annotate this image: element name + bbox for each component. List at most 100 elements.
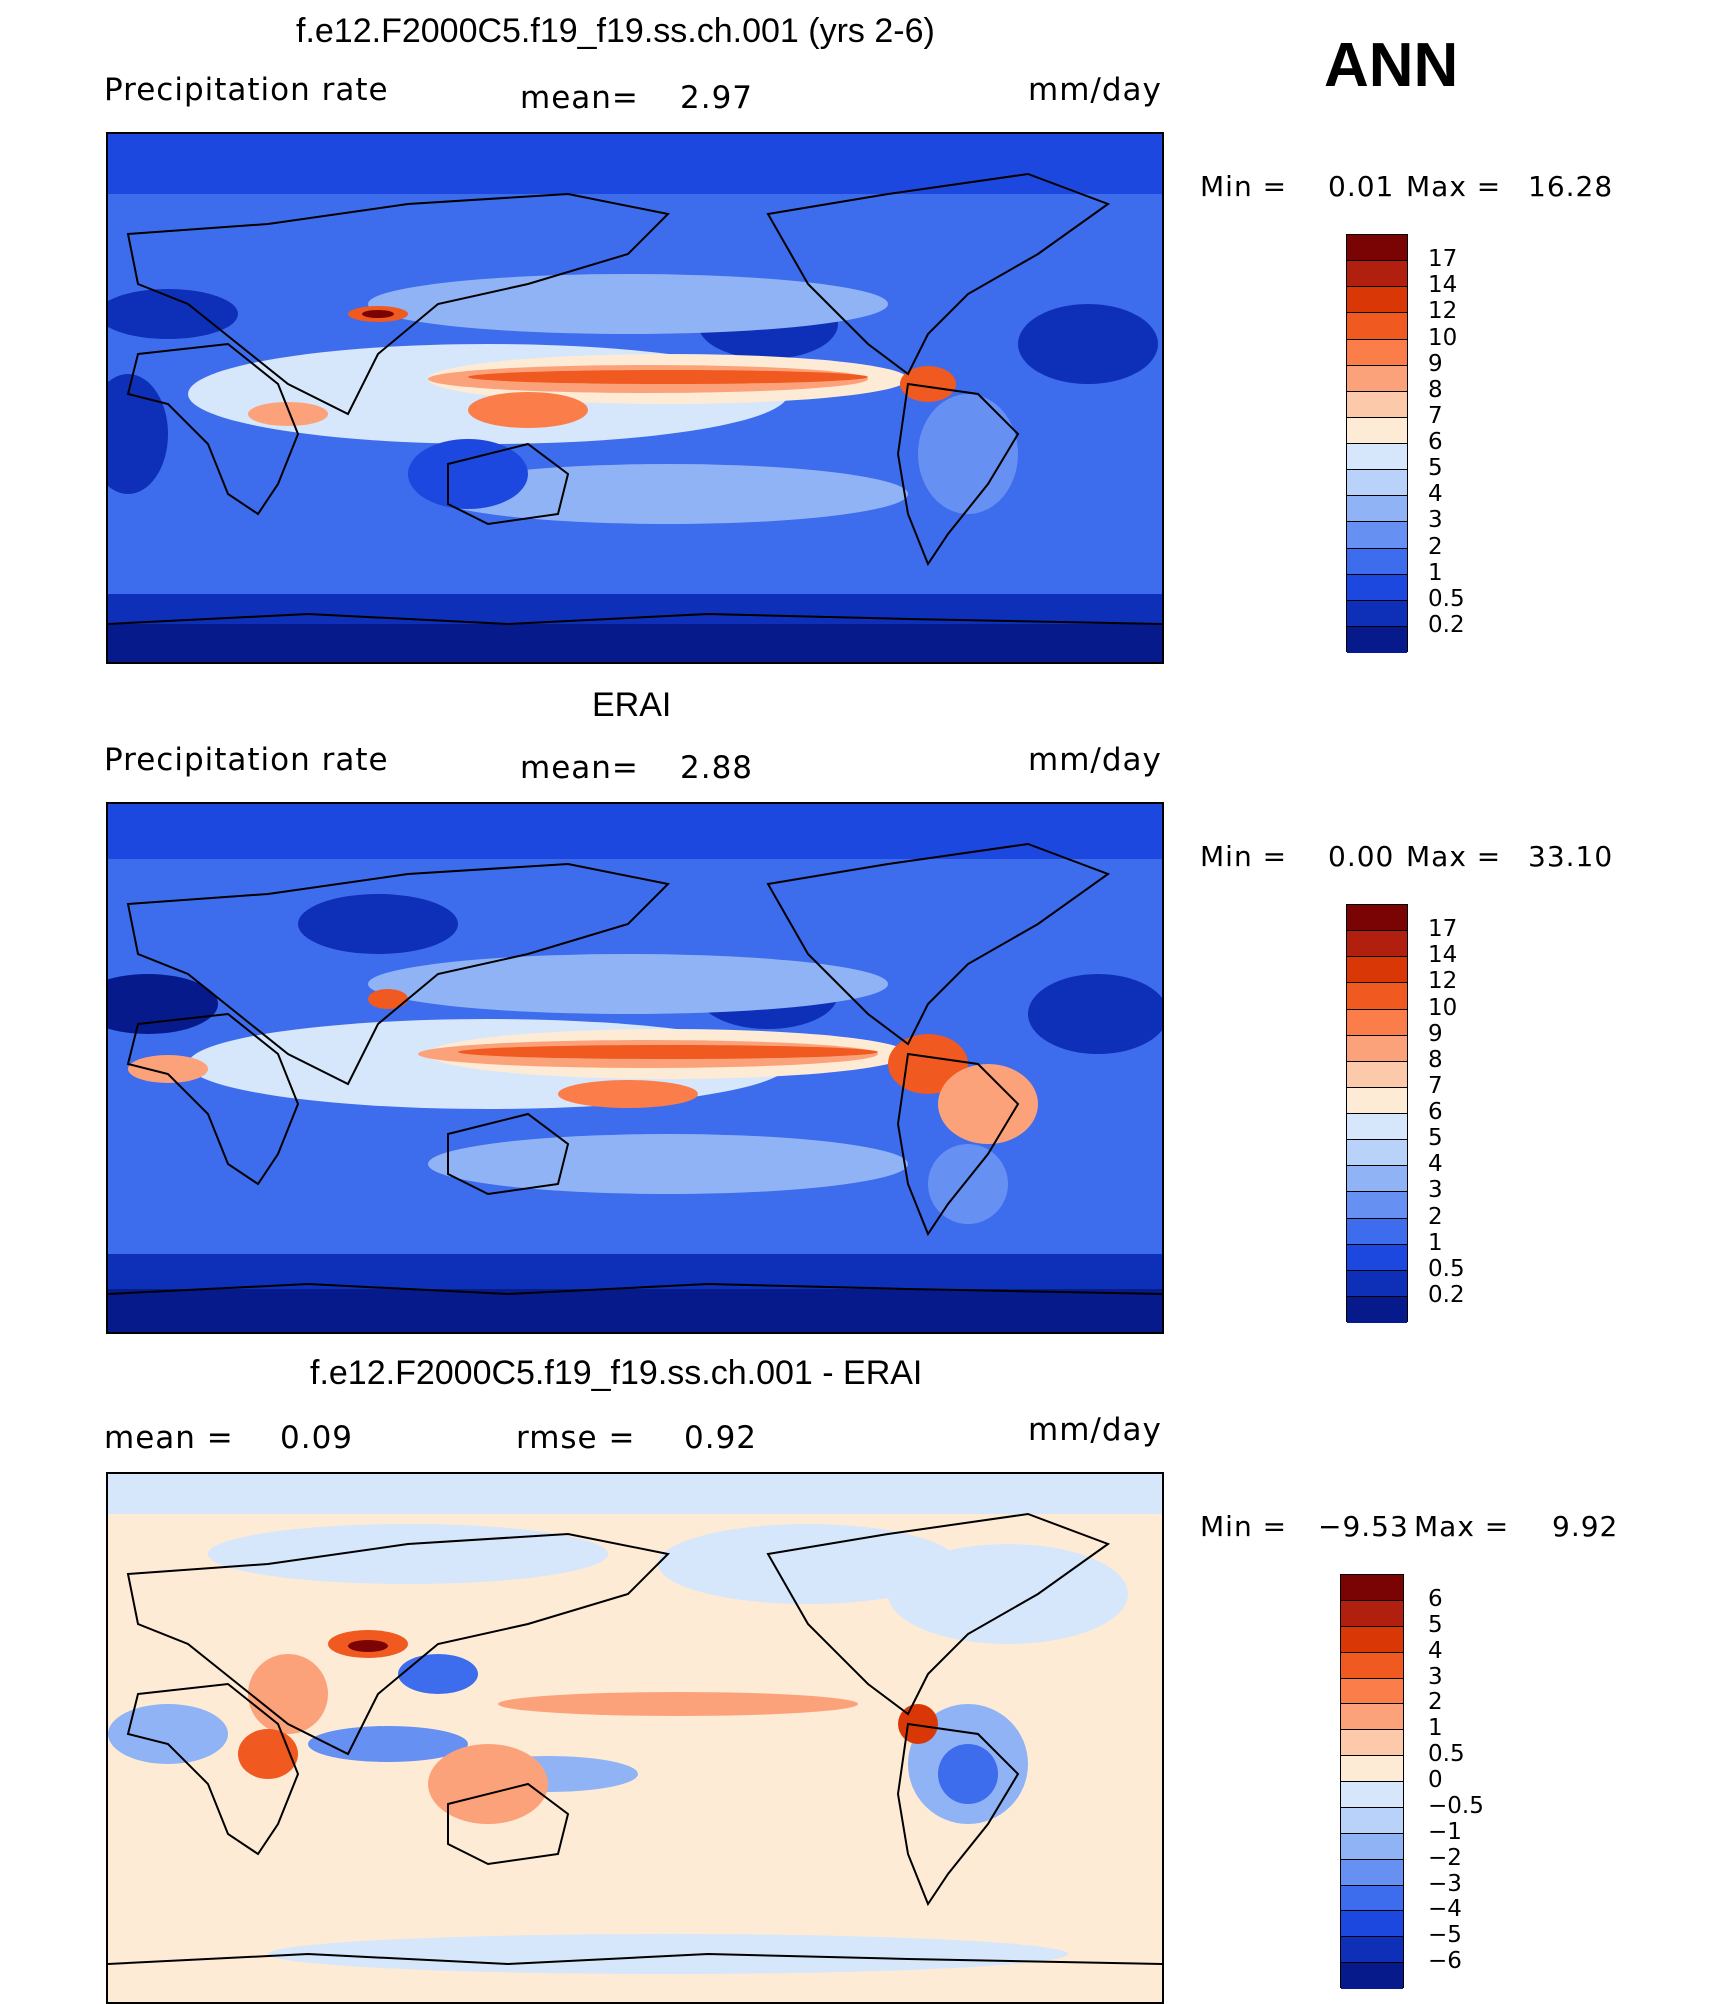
- panel1-mean-value: 2.97: [680, 80, 754, 116]
- panel1-title: f.e12.F2000C5.f19_f19.ss.ch.001 (yrs 2-6…: [296, 12, 935, 50]
- colorbar-tick-label: 14: [1428, 272, 1458, 299]
- colorbar-segment: [1341, 1626, 1403, 1653]
- panel2-mean-label: mean=: [520, 750, 639, 786]
- colorbar-segment: [1341, 1885, 1403, 1912]
- panel3-max-value: 9.92: [1552, 1510, 1619, 1543]
- colorbar-tick-label: 4: [1428, 1151, 1443, 1178]
- colorbar-tick-label: 8: [1428, 1046, 1443, 1073]
- colorbar-segment: [1347, 1035, 1407, 1062]
- colorbar-tick-label: 2: [1428, 1203, 1443, 1230]
- colorbar-tick-label: 1: [1428, 559, 1443, 586]
- panel1-max-value: 16.28: [1528, 170, 1614, 203]
- panel1-map: [106, 132, 1164, 664]
- colorbar-tick-label: 17: [1428, 246, 1458, 273]
- colorbar-tick-label: 6: [1428, 429, 1443, 455]
- colorbar-tick-label: 12: [1428, 968, 1458, 995]
- colorbar-tick-label: −5: [1428, 1922, 1462, 1949]
- colorbar-segment: [1347, 287, 1407, 314]
- colorbar-segment: [1347, 905, 1407, 932]
- colorbar-tick-label: −0.5: [1428, 1792, 1484, 1819]
- colorbar-tick-label: 3: [1428, 1177, 1443, 1204]
- colorbar-tick-label: 2: [1428, 1689, 1443, 1716]
- colorbar-segment: [1347, 391, 1407, 418]
- colorbar-tick-label: 4: [1428, 481, 1443, 508]
- colorbar-segment: [1341, 1807, 1403, 1834]
- colorbar-segment: [1347, 983, 1407, 1010]
- colorbar-tick-label: 9: [1428, 1020, 1443, 1047]
- colorbar-segment: [1347, 1270, 1407, 1297]
- colorbar-tick-label: 17: [1428, 916, 1458, 943]
- colorbar-tick-label: −2: [1428, 1844, 1462, 1871]
- colorbar-segment: [1347, 548, 1407, 575]
- colorbar-segment: [1347, 1140, 1407, 1167]
- panel1-variable-label: Precipitation rate: [104, 72, 389, 108]
- colorbar-segment: [1347, 1061, 1407, 1088]
- panel2-min-label: Min =: [1200, 840, 1288, 873]
- colorbar-segment: [1347, 1218, 1407, 1245]
- colorbar-tick-label: 9: [1428, 350, 1443, 377]
- colorbar-segment: [1347, 574, 1407, 601]
- panel2-colorbar: [1346, 904, 1408, 1323]
- panel3-map: [106, 1472, 1164, 2004]
- colorbar-segment: [1341, 1911, 1403, 1938]
- colorbar-segment: [1341, 1782, 1403, 1808]
- colorbar-segment: [1347, 235, 1407, 262]
- colorbar-segment: [1341, 1859, 1403, 1886]
- colorbar-tick-label: 4: [1428, 1637, 1443, 1664]
- colorbar-segment: [1341, 1652, 1403, 1679]
- colorbar-segment: [1341, 1704, 1403, 1731]
- panel2-max-value: 33.10: [1528, 840, 1614, 873]
- colorbar-tick-label: 0: [1428, 1767, 1443, 1793]
- colorbar-tick-label: 0.5: [1428, 585, 1465, 612]
- panel3-min-value: −9.53: [1318, 1510, 1409, 1543]
- colorbar-segment: [1347, 261, 1407, 288]
- colorbar-segment: [1347, 339, 1407, 366]
- colorbar-segment: [1341, 1963, 1403, 1989]
- panel2-max-label: Max =: [1406, 840, 1502, 873]
- season-label: ANN: [1324, 31, 1459, 100]
- colorbar-tick-label: 0.5: [1428, 1255, 1465, 1282]
- colorbar-segment: [1347, 1166, 1407, 1193]
- colorbar-tick-label: 0.2: [1428, 611, 1465, 638]
- colorbar-segment: [1347, 1244, 1407, 1271]
- colorbar-segment: [1347, 1296, 1407, 1323]
- colorbar-segment: [1341, 1756, 1403, 1782]
- colorbar-segment: [1347, 1114, 1407, 1141]
- panel3-title: f.e12.F2000C5.f19_f19.ss.ch.001 - ERAI: [310, 1354, 923, 1392]
- colorbar-segment: [1347, 522, 1407, 549]
- panel3-max-label: Max =: [1414, 1510, 1510, 1543]
- colorbar-tick-label: 5: [1428, 1125, 1443, 1152]
- colorbar-segment: [1347, 444, 1407, 471]
- colorbar-tick-label: 6: [1428, 1585, 1443, 1612]
- panel1-max-label: Max =: [1406, 170, 1502, 203]
- colorbar-segment: [1347, 470, 1407, 497]
- colorbar-segment: [1347, 1192, 1407, 1219]
- panel3-min-label: Min =: [1200, 1510, 1288, 1543]
- panel2-map: [106, 802, 1164, 1334]
- colorbar-segment: [1347, 931, 1407, 958]
- colorbar-segment: [1341, 1730, 1403, 1757]
- colorbar-tick-label: 8: [1428, 376, 1443, 403]
- colorbar-tick-label: 5: [1428, 1611, 1443, 1638]
- panel1-colorbar: [1346, 234, 1408, 653]
- colorbar-segment: [1347, 365, 1407, 392]
- colorbar-tick-label: 1: [1428, 1715, 1443, 1742]
- colorbar-segment: [1347, 957, 1407, 984]
- colorbar-tick-label: 0.2: [1428, 1281, 1465, 1308]
- panel2-variable-label: Precipitation rate: [104, 742, 389, 778]
- panel1-mean-label: mean=: [520, 80, 639, 116]
- colorbar-segment: [1347, 313, 1407, 340]
- colorbar-segment: [1347, 417, 1407, 444]
- panel3-mean-label: mean =: [104, 1420, 234, 1456]
- colorbar-tick-label: 6: [1428, 1099, 1443, 1125]
- panel3-rmse-value: 0.92: [684, 1420, 758, 1456]
- colorbar-tick-label: 2: [1428, 533, 1443, 560]
- panel1-units: mm/day: [1028, 72, 1162, 108]
- panel1-min-label: Min =: [1200, 170, 1288, 203]
- colorbar-segment: [1347, 496, 1407, 523]
- colorbar-segment: [1341, 1937, 1403, 1964]
- colorbar-tick-label: 1: [1428, 1229, 1443, 1256]
- colorbar-tick-label: −4: [1428, 1896, 1462, 1923]
- panel2-min-value: 0.00: [1328, 840, 1395, 873]
- colorbar-tick-label: 3: [1428, 507, 1443, 534]
